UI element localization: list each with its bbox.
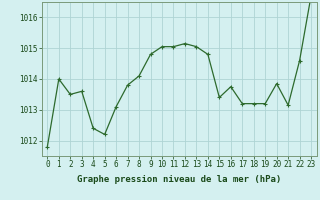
X-axis label: Graphe pression niveau de la mer (hPa): Graphe pression niveau de la mer (hPa) <box>77 175 281 184</box>
